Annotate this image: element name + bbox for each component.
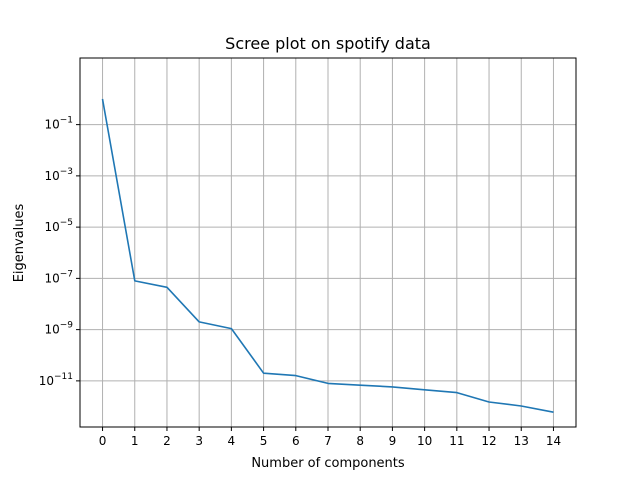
- x-tick-label: 12: [481, 434, 496, 448]
- x-tick-label: 7: [324, 434, 332, 448]
- y-tick-label: 10−11: [39, 372, 73, 388]
- series-group: [101, 98, 554, 413]
- x-tick-label: 11: [449, 434, 464, 448]
- x-tick-label: 5: [260, 434, 268, 448]
- x-tick-label: 13: [514, 434, 529, 448]
- y-tick-label: 10−5: [44, 218, 73, 234]
- y-tick-label: 10−3: [44, 167, 73, 183]
- chart-title: Scree plot on spotify data: [225, 34, 431, 53]
- y-axis-label: Eigenvalues: [12, 203, 27, 282]
- x-tick-label: 4: [228, 434, 236, 448]
- x-tick-label: 0: [99, 434, 107, 448]
- x-tick-label: 9: [389, 434, 397, 448]
- x-tick-label: 1: [131, 434, 139, 448]
- x-axis-label: Number of components: [251, 456, 405, 471]
- grid: [80, 58, 576, 427]
- y-tick-label: 10−7: [44, 269, 73, 285]
- y-tick-label: 10−9: [44, 321, 73, 337]
- x-tick-label: 2: [163, 434, 171, 448]
- x-tick-label: 14: [546, 434, 561, 448]
- series-line: [101, 98, 554, 413]
- x-tick-label: 3: [195, 434, 203, 448]
- x-tick-label: 10: [417, 434, 432, 448]
- x-tick-label: 8: [356, 434, 364, 448]
- axis-ticks: 0 1 2 3 4 5 6 7 8 9 10 11 12 13 1410−1110−910−710−510−…: [39, 116, 561, 448]
- plot-frame: [79, 57, 577, 428]
- y-tick-label: 10−1: [44, 116, 73, 132]
- x-tick-label: 6: [292, 434, 300, 448]
